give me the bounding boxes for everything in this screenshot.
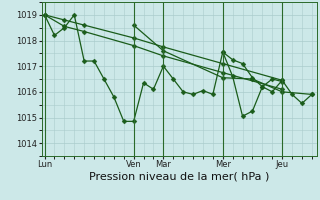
X-axis label: Pression niveau de la mer( hPa ): Pression niveau de la mer( hPa ) xyxy=(89,172,269,182)
